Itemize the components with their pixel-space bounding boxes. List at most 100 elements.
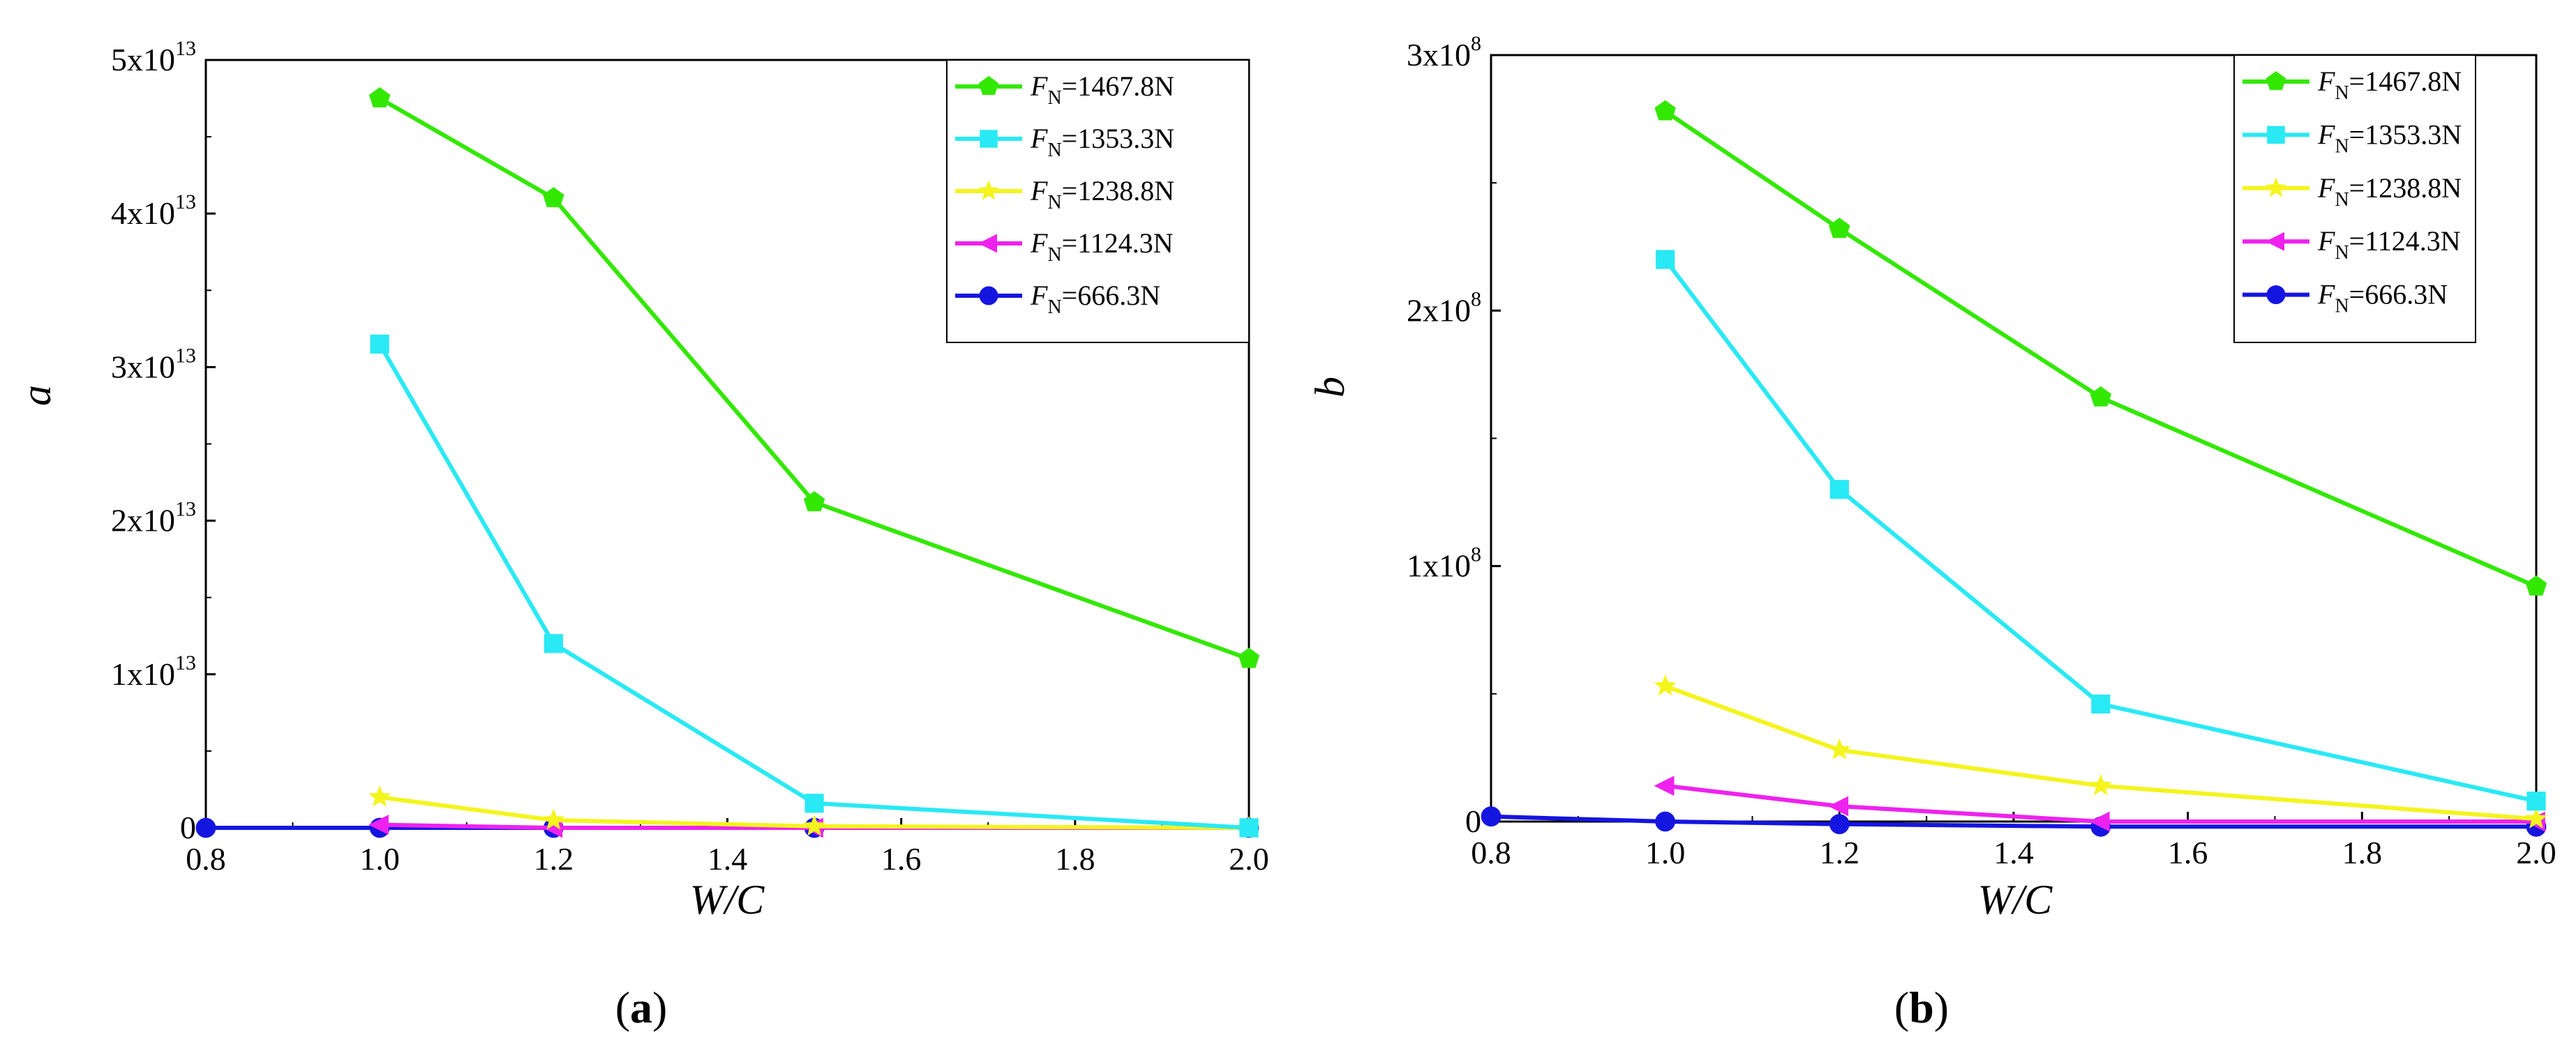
- legend-value: =1353.3N: [2349, 119, 2462, 150]
- data-point: [543, 187, 564, 208]
- legend-item: FN=666.3N: [955, 280, 1160, 318]
- x-tick-label: 1.0: [1645, 835, 1686, 870]
- data-point: [1829, 480, 1849, 499]
- legend-value: =666.3N: [2349, 279, 2448, 310]
- legend-symbol: F: [2317, 66, 2335, 97]
- legend-label: FN=1124.3N: [1030, 227, 1174, 266]
- y-tick-label: 5x1013: [111, 37, 196, 77]
- data-point: [803, 815, 826, 836]
- legend-swatch-marker: [980, 130, 998, 148]
- y-tick-exponent: 13: [175, 498, 196, 521]
- data-point: [1238, 647, 1260, 668]
- legend-symbol: F: [2317, 119, 2335, 150]
- data-point: [2526, 792, 2546, 811]
- y-tick-mantissa: 3x10: [111, 349, 175, 384]
- legend-subscript: N: [1047, 244, 1061, 266]
- x-tick-label: 1.0: [359, 841, 400, 877]
- x-axis-title: W/C: [690, 877, 765, 923]
- y-axis-title: b: [1307, 377, 1353, 398]
- legend-swatch-marker: [2266, 177, 2286, 197]
- legend-value: =1124.3N: [2349, 225, 2461, 257]
- series-line: [1664, 683, 2537, 822]
- series-star: [1654, 674, 2547, 829]
- data-point: [2089, 811, 2110, 832]
- data-point: [1655, 811, 1676, 832]
- panel-label: (a): [615, 983, 668, 1032]
- series-line: [378, 96, 1250, 661]
- y-tick-exponent: 8: [1471, 287, 1481, 310]
- data-point: [368, 87, 391, 107]
- legend-value: =1467.8N: [1062, 70, 1174, 102]
- y-tick-label: 4x1013: [111, 190, 196, 231]
- legend-item: FN=666.3N: [2242, 279, 2448, 317]
- panel-paren-open: (: [1894, 983, 1909, 1032]
- y-tick-exponent: 8: [1471, 32, 1481, 55]
- legend-label: FN=666.3N: [2317, 279, 2448, 317]
- data-point: [2525, 575, 2547, 596]
- data-point: [368, 815, 389, 835]
- series-line: [1664, 109, 2538, 589]
- legend-subscript: N: [2335, 189, 2349, 211]
- y-tick-label: 1x108: [1407, 543, 1481, 584]
- x-tick-label: 1.8: [2342, 835, 2383, 870]
- panel-paren-open: (: [615, 983, 630, 1032]
- y-tick-exponent: 13: [175, 344, 196, 367]
- legend-item: FN=1467.8N: [955, 70, 1174, 109]
- legend-symbol: F: [1030, 280, 1048, 311]
- series-layer: [195, 87, 1260, 838]
- legend-item: FN=1353.3N: [955, 123, 1174, 161]
- legend-swatch-marker: [978, 180, 999, 200]
- y-tick-label: 3x108: [1407, 32, 1481, 73]
- data-point: [195, 817, 216, 838]
- legend-symbol: F: [1030, 175, 1048, 206]
- legend-item: FN=1124.3N: [955, 227, 1174, 266]
- data-point: [368, 785, 391, 807]
- data-point: [542, 808, 565, 830]
- legend-item: FN=1124.3N: [2242, 225, 2461, 264]
- legend-value: =666.3N: [1062, 280, 1160, 311]
- data-point: [1656, 250, 1675, 269]
- legend-swatch-marker: [2266, 285, 2286, 305]
- legend-swatch-marker: [978, 234, 997, 253]
- x-tick-label: 1.4: [1993, 835, 2034, 870]
- data-point: [2525, 807, 2547, 829]
- legend-item: FN=1238.8N: [955, 175, 1174, 213]
- legend-swatch-marker: [978, 76, 999, 96]
- y-tick-label: 0: [180, 810, 196, 845]
- legend-value: =1124.3N: [1062, 227, 1174, 259]
- legend-label: FN=1353.3N: [2317, 119, 2462, 157]
- legend-label: FN=1238.8N: [1030, 175, 1174, 213]
- legend-label: FN=1238.8N: [2317, 172, 2462, 211]
- series-pentagon: [1654, 100, 2547, 596]
- legend-subscript: N: [2335, 135, 2349, 157]
- y-tick-mantissa: 1x10: [1407, 548, 1471, 584]
- data-point: [804, 794, 824, 813]
- y-tick-label: 2x1013: [111, 498, 196, 538]
- y-tick-mantissa: 3x10: [1407, 37, 1471, 73]
- y-tick-exponent: 13: [175, 190, 196, 213]
- y-axis-title: a: [13, 385, 59, 406]
- legend-symbol: F: [2317, 225, 2335, 257]
- legend-subscript: N: [1047, 139, 1061, 161]
- data-point: [1654, 100, 1676, 121]
- y-tick-mantissa: 5x10: [111, 42, 175, 77]
- data-point: [1654, 674, 1677, 696]
- y-tick-label: 0: [1465, 803, 1481, 839]
- legend-label: FN=1353.3N: [1030, 123, 1174, 161]
- y-tick-label: 2x108: [1407, 287, 1481, 328]
- legend-label: FN=666.3N: [1030, 280, 1160, 318]
- legend-symbol: F: [2317, 172, 2335, 204]
- legend-subscript: N: [2335, 242, 2349, 264]
- x-tick-label: 1.6: [881, 841, 922, 877]
- x-tick-label: 0.8: [186, 841, 226, 877]
- panel-label: (b): [1894, 983, 1949, 1032]
- series-line: [377, 342, 1250, 830]
- x-tick-label: 1.6: [2168, 835, 2208, 870]
- legend-label: FN=1124.3N: [2317, 225, 2461, 264]
- legend-subscript: N: [2335, 82, 2349, 104]
- legend-label: FN=1467.8N: [1030, 70, 1174, 109]
- data-point: [1829, 814, 1850, 835]
- y-tick-mantissa: 4x10: [111, 195, 175, 231]
- x-tick-label: 0.8: [1471, 835, 1511, 870]
- legend-subscript: N: [2335, 296, 2349, 317]
